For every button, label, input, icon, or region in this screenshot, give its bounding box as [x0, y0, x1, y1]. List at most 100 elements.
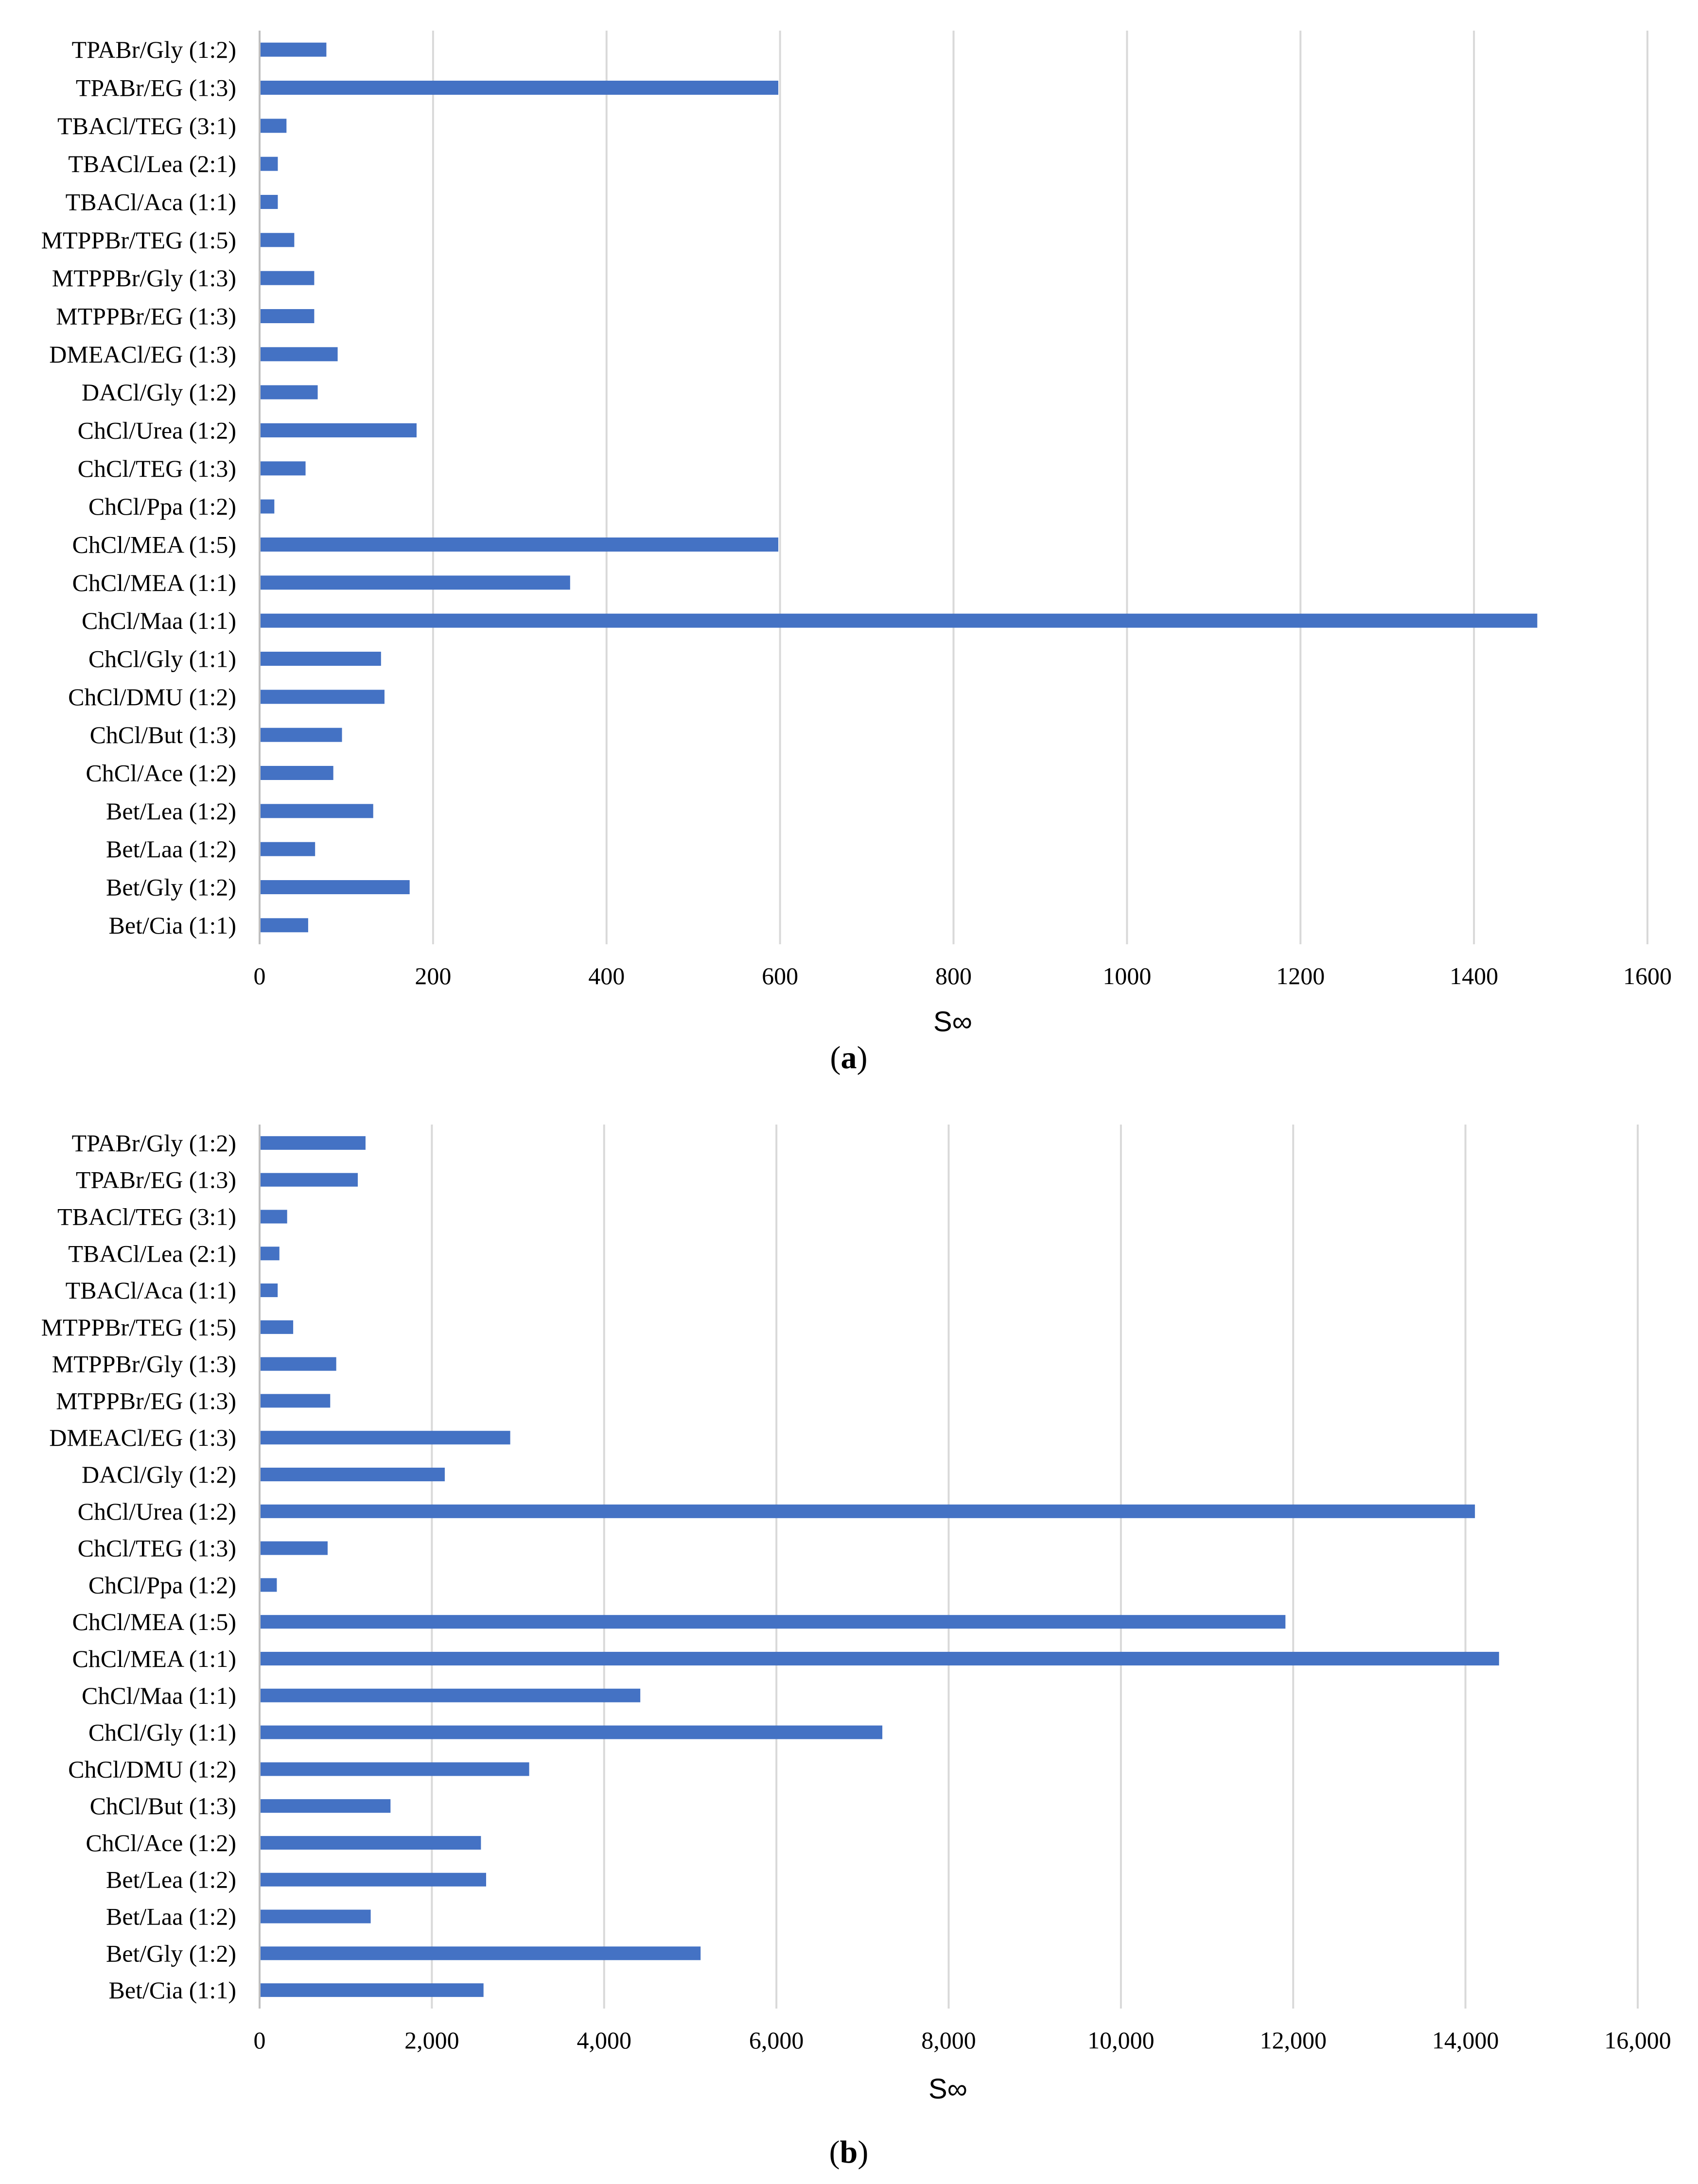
category-label: ChCl/But (1:3) — [90, 1792, 236, 1820]
category-label: ChCl/MEA (1:1) — [72, 569, 236, 596]
bar — [261, 1946, 701, 1960]
bar — [261, 575, 570, 590]
x-axis-label: S∞ — [928, 2073, 967, 2105]
category-label: ChCl/Maa (1:1) — [82, 607, 236, 634]
x-axis-label: S∞ — [933, 1006, 972, 1038]
bar — [261, 461, 306, 476]
category-label: TBACl/Lea (2:1) — [68, 150, 236, 177]
bar — [261, 690, 385, 704]
bar — [261, 423, 417, 437]
category-label: ChCl/TEG (1:3) — [78, 455, 236, 482]
bar — [261, 119, 287, 133]
bar — [261, 195, 278, 209]
category-label: DMEACl/EG (1:3) — [49, 1424, 236, 1451]
x-tick-label: 4,000 — [577, 2027, 632, 2054]
category-label: ChCl/Ace (1:2) — [86, 1829, 236, 1856]
category-label: Bet/Gly (1:2) — [106, 874, 236, 901]
bar — [261, 1762, 529, 1776]
bar — [261, 1836, 481, 1850]
category-label: ChCl/DMU (1:2) — [68, 683, 236, 711]
x-tick-label: 1600 — [1623, 962, 1672, 989]
category-label: ChCl/But (1:3) — [90, 721, 236, 748]
x-tick-label: 600 — [762, 962, 798, 989]
category-label: MTPPBr/Gly (1:3) — [52, 1351, 236, 1378]
category-label: ChCl/Maa (1:1) — [82, 1682, 236, 1709]
bar — [261, 1799, 391, 1813]
bar — [261, 804, 373, 818]
bar — [261, 1578, 277, 1592]
category-label: ChCl/MEA (1:1) — [72, 1645, 236, 1672]
x-tick-label: 16,000 — [1604, 2027, 1671, 2054]
category-label: Bet/Gly (1:2) — [106, 1940, 236, 1967]
x-tick-label: 2,000 — [404, 2027, 459, 2054]
bar — [261, 1173, 358, 1187]
bar — [261, 1357, 336, 1371]
bar — [261, 156, 278, 171]
x-tick-label: 1400 — [1450, 962, 1498, 989]
category-label: ChCl/Gly (1:1) — [88, 1719, 236, 1746]
bar — [261, 385, 318, 399]
category-label: MTPPBr/Gly (1:3) — [52, 264, 236, 292]
bar — [261, 42, 327, 57]
category-label: MTPPBr/EG (1:3) — [56, 303, 236, 330]
bar — [261, 233, 295, 247]
bar — [261, 537, 779, 552]
x-tick-label: 0 — [254, 2027, 266, 2054]
x-tick-label: 400 — [588, 962, 625, 989]
bar — [261, 1320, 294, 1334]
x-tick-label: 0 — [254, 962, 266, 989]
bar — [261, 309, 315, 323]
x-tick-label: 14,000 — [1432, 2027, 1499, 2054]
x-tick-label: 1200 — [1276, 962, 1325, 989]
category-label: DMEACl/EG (1:3) — [49, 341, 236, 368]
x-tick-label: 8,000 — [921, 2027, 976, 2054]
bar — [261, 1247, 280, 1261]
bar — [261, 1651, 1499, 1666]
category-label: TBACl/TEG (3:1) — [57, 1203, 236, 1230]
category-label: TBACl/TEG (3:1) — [57, 112, 236, 139]
category-label: TBACl/Aca (1:1) — [66, 189, 236, 216]
category-label: MTPPBr/TEG (1:5) — [41, 226, 236, 254]
caption-a: (a) — [830, 1040, 868, 1075]
category-label: ChCl/Ppa (1:2) — [88, 493, 236, 520]
category-label: MTPPBr/TEG (1:5) — [41, 1314, 236, 1341]
bar — [261, 1504, 1475, 1518]
bar — [261, 347, 338, 362]
bar — [261, 728, 342, 742]
category-label: ChCl/Ace (1:2) — [86, 760, 236, 787]
category-label: ChCl/TEG (1:3) — [78, 1535, 236, 1562]
category-label: Bet/Cia (1:1) — [109, 912, 236, 939]
bar — [261, 1210, 287, 1224]
bar — [261, 1615, 1286, 1629]
category-label: ChCl/Urea (1:2) — [78, 417, 236, 444]
category-label: TBACl/Lea (2:1) — [68, 1240, 236, 1267]
bar — [261, 918, 308, 933]
category-label: TPABr/EG (1:3) — [76, 74, 236, 102]
bar — [261, 1467, 445, 1482]
bar — [261, 613, 1538, 628]
bar — [261, 81, 779, 95]
category-label: ChCl/MEA (1:5) — [72, 1608, 236, 1635]
bar — [261, 1983, 484, 1997]
category-label: Bet/Laa (1:2) — [106, 1903, 236, 1930]
category-label: Bet/Lea (1:2) — [106, 797, 236, 825]
caption-b: (b) — [829, 2134, 869, 2170]
bar — [261, 1909, 371, 1924]
chart-panel-a: TPABr/Gly (1:2) TPABr/EG (1:3) TBACl/TEG (… — [41, 31, 1672, 1038]
chart-panel-b: TPABr/Gly (1:2) TPABr/EG (1:3) TBACl/TEG (… — [41, 1125, 1671, 2105]
bar — [261, 766, 333, 780]
x-tick-label: 800 — [935, 962, 972, 989]
x-tick-label: 1000 — [1103, 962, 1151, 989]
bar — [261, 1688, 641, 1702]
category-label: DACl/Gly (1:2) — [82, 379, 236, 406]
bar — [261, 880, 410, 894]
bar — [261, 1136, 366, 1150]
bar — [261, 842, 315, 856]
category-label: TPABr/Gly (1:2) — [72, 36, 236, 63]
bar — [261, 1872, 487, 1887]
x-tick-label: 12,000 — [1260, 2027, 1327, 2054]
category-label: TBACl/Aca (1:1) — [66, 1277, 236, 1304]
category-label: DACl/Gly (1:2) — [82, 1461, 236, 1488]
bar — [261, 652, 381, 666]
